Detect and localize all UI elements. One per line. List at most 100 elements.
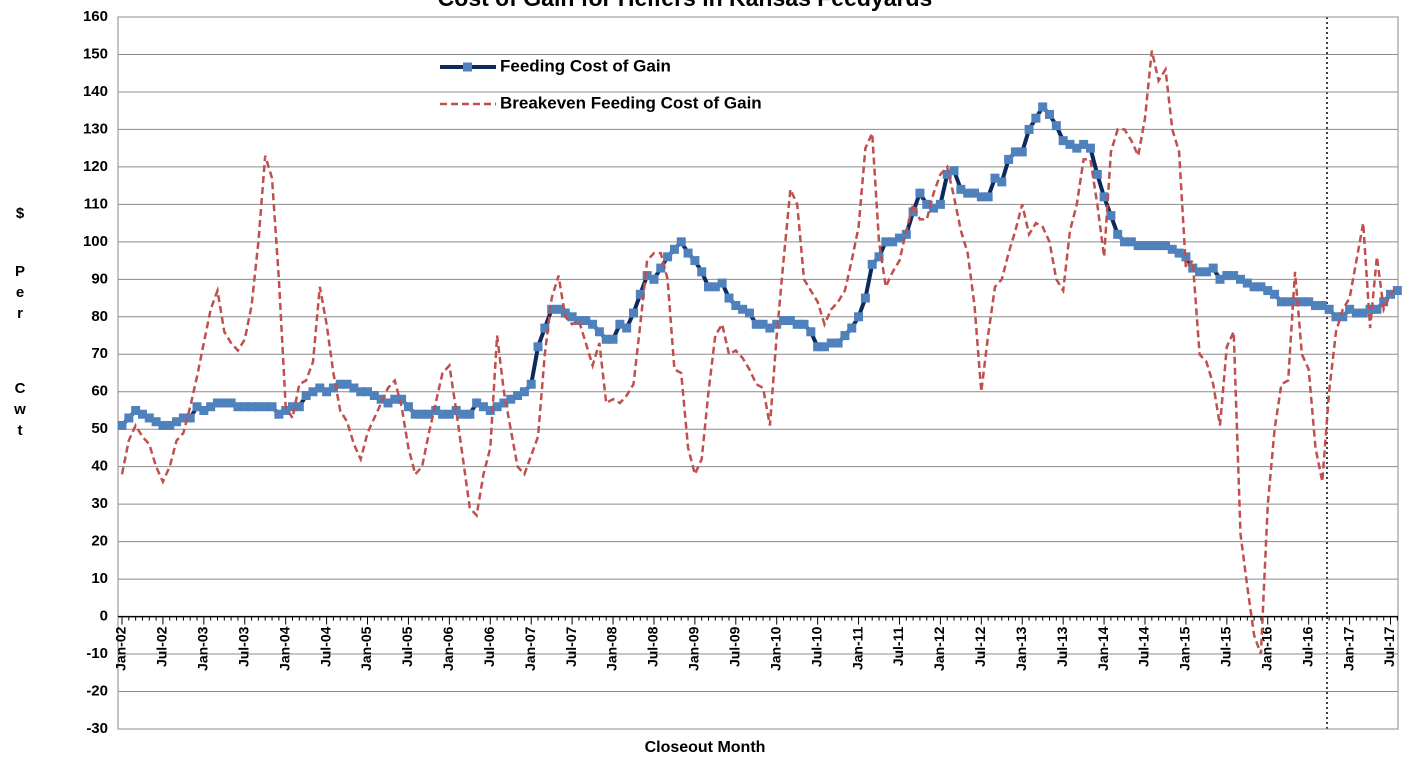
marker (240, 402, 250, 412)
marker (363, 387, 373, 397)
marker (376, 394, 386, 404)
y-tick-label: 150 (83, 45, 108, 62)
y-tick-label: 80 (91, 308, 108, 325)
x-tick-label: Jan-07 (522, 626, 538, 671)
y-axis-label: Per (12, 263, 29, 326)
marker (1140, 241, 1150, 251)
marker (1031, 113, 1041, 123)
marker (1004, 154, 1014, 164)
y-tick-label: 20 (91, 533, 108, 550)
marker (1024, 124, 1034, 134)
marker (1038, 102, 1048, 112)
x-tick-label: Jan-08 (604, 626, 620, 671)
y-tick-label: 100 (83, 233, 108, 250)
marker (1167, 244, 1177, 254)
marker (683, 248, 693, 258)
x-tick-label: Jan-16 (1258, 626, 1274, 671)
marker (997, 177, 1007, 187)
y-tick-label: 90 (91, 270, 108, 287)
marker (281, 405, 291, 415)
marker (1079, 139, 1089, 149)
x-tick-label: Jul-10 (808, 626, 824, 667)
marker (1099, 192, 1109, 202)
marker (976, 192, 986, 202)
series-line (120, 103, 1399, 428)
marker (1270, 289, 1280, 299)
x-tick-label: Jul-16 (1299, 626, 1315, 667)
marker (1229, 271, 1239, 281)
x-tick-label: Jul-15 (1218, 626, 1234, 667)
marker (888, 237, 898, 247)
chart-title: Cost of Gain for Heifers in Kansas Feedy… (438, 0, 933, 11)
marker (894, 233, 904, 243)
marker (199, 405, 209, 415)
marker (1276, 297, 1286, 307)
y-tick-label: 160 (83, 8, 108, 25)
marker (267, 402, 277, 412)
marker (1297, 297, 1307, 307)
y-tick-label: -10 (86, 645, 108, 662)
marker (867, 259, 877, 269)
marker (676, 237, 686, 247)
x-tick-label: Jul-04 (317, 626, 333, 667)
marker (458, 409, 468, 419)
marker (690, 256, 700, 266)
marker (574, 316, 584, 326)
marker (1045, 109, 1055, 119)
marker (1222, 271, 1232, 281)
marker (1290, 297, 1300, 307)
y-tick-label: 110 (84, 195, 108, 212)
marker (117, 420, 127, 430)
marker (513, 390, 523, 400)
marker (1181, 252, 1191, 262)
marker (588, 319, 598, 329)
x-tick-label: Jul-14 (1136, 626, 1152, 667)
marker (738, 304, 748, 314)
x-tick-label: Jan-17 (1340, 626, 1356, 671)
marker (322, 387, 332, 397)
marker (1324, 304, 1334, 314)
marker (274, 409, 284, 419)
marker (185, 413, 195, 423)
x-tick-label: Jul-17 (1381, 626, 1397, 667)
y-tick-label: 10 (91, 570, 108, 587)
x-tick-label: Jan-11 (849, 626, 865, 670)
marker (1379, 297, 1389, 307)
marker (506, 394, 516, 404)
marker (717, 278, 727, 288)
x-axis-label: Closeout Month (645, 739, 766, 756)
marker (949, 166, 959, 176)
y-tick-label: 120 (83, 158, 108, 175)
legend-label: Breakeven Feeding Cost of Gain (500, 93, 762, 112)
x-tick-label: Jul-11 (890, 626, 906, 666)
marker (131, 405, 141, 415)
x-tick-label: Jan-09 (686, 626, 702, 671)
series-line (120, 50, 1399, 655)
marker (874, 252, 884, 262)
marker (1283, 297, 1293, 307)
marker (526, 379, 536, 389)
x-tick-label: Jul-12 (972, 626, 988, 667)
marker (253, 402, 263, 412)
marker (294, 402, 304, 412)
marker (172, 417, 182, 427)
marker (369, 390, 379, 400)
y-tick-label: 30 (91, 495, 108, 512)
marker (219, 398, 229, 408)
marker (158, 420, 168, 430)
marker (840, 331, 850, 341)
marker (594, 327, 604, 337)
x-tick-label: Jul-13 (1054, 626, 1070, 667)
marker (642, 271, 652, 281)
marker (1113, 229, 1123, 239)
marker (431, 405, 441, 415)
marker (847, 323, 857, 333)
marker (560, 308, 570, 318)
marker (1249, 282, 1259, 292)
marker (315, 383, 325, 393)
marker (649, 274, 659, 284)
marker (635, 289, 645, 299)
marker (1345, 304, 1355, 314)
marker (151, 417, 161, 427)
